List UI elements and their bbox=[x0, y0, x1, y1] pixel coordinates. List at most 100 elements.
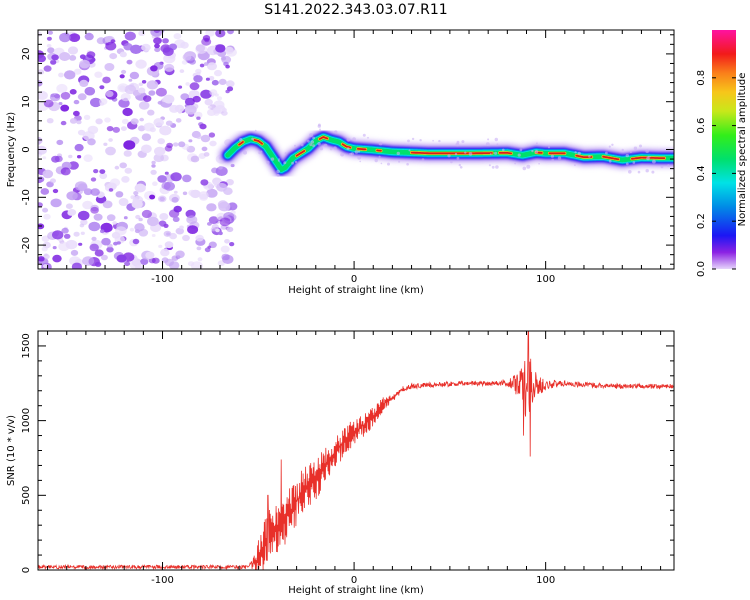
noise-blob bbox=[123, 216, 128, 220]
noise-blob bbox=[68, 154, 73, 159]
noise-blob bbox=[47, 47, 55, 54]
noise-blob bbox=[83, 114, 91, 120]
snr-ytick-label: 1000 bbox=[21, 408, 32, 433]
noise-blob bbox=[145, 251, 155, 259]
noise-blob bbox=[124, 84, 137, 95]
noise-blob bbox=[178, 85, 183, 89]
noise-blob bbox=[52, 230, 64, 240]
noise-blob bbox=[157, 100, 163, 105]
colorbar-tick-label: 0.2 bbox=[696, 213, 707, 229]
ridge-speckle bbox=[276, 169, 280, 174]
noise-blob bbox=[206, 188, 218, 198]
colorbar-ticks: 0.0 0.2 0.4 0.6 0.8 bbox=[696, 70, 736, 277]
noise-blob bbox=[130, 195, 136, 200]
noise-blob bbox=[141, 209, 152, 219]
noise-blob bbox=[198, 191, 209, 200]
noise-blob bbox=[74, 143, 84, 152]
noise-blob bbox=[82, 200, 93, 210]
ridge-speckle bbox=[522, 166, 527, 171]
noise-blob bbox=[38, 136, 43, 145]
noise-blob bbox=[190, 155, 200, 163]
ridge-speckle bbox=[319, 128, 321, 131]
ridge-speckle bbox=[374, 158, 378, 163]
noise-blob bbox=[46, 36, 52, 41]
noise-blob bbox=[141, 80, 147, 84]
noise-blob bbox=[211, 79, 219, 86]
snr-xtick-label: 0 bbox=[351, 575, 357, 586]
ridge-speckle bbox=[260, 150, 263, 153]
noise-blob bbox=[208, 76, 215, 81]
noise-blob bbox=[189, 82, 200, 91]
ridge-speckle bbox=[557, 156, 562, 160]
noise-blob bbox=[195, 234, 204, 242]
noise-blob bbox=[121, 118, 129, 125]
noise-blob bbox=[166, 142, 174, 149]
noise-blob bbox=[94, 71, 103, 78]
noise-blob bbox=[160, 248, 170, 257]
noise-blob bbox=[94, 249, 104, 257]
noise-blob bbox=[93, 169, 99, 174]
ridge-speckle bbox=[310, 140, 315, 144]
noise-blob bbox=[218, 231, 223, 236]
noise-blob bbox=[203, 62, 209, 66]
noise-blob bbox=[206, 203, 217, 212]
noise-blob bbox=[42, 169, 54, 179]
noise-blob bbox=[186, 215, 198, 225]
noise-blob bbox=[111, 231, 121, 239]
noise-blob bbox=[227, 202, 238, 211]
snr-frame bbox=[37, 330, 675, 571]
noise-blob bbox=[112, 126, 121, 133]
noise-blob bbox=[60, 167, 71, 176]
noise-blob bbox=[141, 43, 151, 52]
noise-blob bbox=[114, 165, 120, 170]
noise-blob bbox=[105, 146, 116, 156]
colorbar-gradient bbox=[712, 30, 736, 269]
noise-blob bbox=[148, 90, 156, 96]
noise-blob bbox=[154, 47, 161, 53]
noise-blob bbox=[150, 65, 158, 72]
spectral-ridge bbox=[216, 123, 674, 181]
ridge-speckle bbox=[489, 153, 492, 155]
ridge-speckle bbox=[367, 136, 369, 139]
ridge-speckle bbox=[547, 146, 551, 149]
noise-blob bbox=[136, 94, 143, 100]
noise-blob bbox=[188, 189, 197, 196]
ridge-speckle bbox=[333, 146, 337, 150]
ridge-speckle bbox=[312, 136, 315, 140]
ridge-core-0 bbox=[238, 141, 244, 146]
noise-blob bbox=[80, 231, 85, 235]
ridge-core-8 bbox=[498, 151, 513, 155]
noise-blob bbox=[180, 41, 189, 49]
snr-ytick-label: 1500 bbox=[21, 333, 32, 358]
ridge-core-3 bbox=[318, 136, 329, 140]
ridge-speckle bbox=[421, 158, 425, 161]
noise-blob bbox=[38, 54, 46, 63]
noise-blob bbox=[90, 177, 97, 182]
noise-blob bbox=[60, 104, 70, 112]
noise-blob bbox=[221, 110, 228, 116]
noise-blob bbox=[82, 256, 95, 266]
noise-blob bbox=[201, 146, 208, 152]
noise-blob bbox=[42, 207, 49, 213]
ridge-speckle bbox=[651, 170, 655, 174]
noise-blob bbox=[119, 51, 127, 58]
noise-blob bbox=[205, 30, 215, 37]
ridge-speckle bbox=[438, 139, 441, 143]
noise-blob bbox=[196, 116, 201, 120]
noise-blob bbox=[182, 191, 188, 196]
noise-blob bbox=[119, 74, 125, 79]
noise-blob bbox=[157, 175, 167, 183]
snr-xtick-label: -100 bbox=[151, 575, 174, 586]
noise-blob bbox=[138, 87, 146, 94]
noise-blob bbox=[76, 120, 82, 125]
noise-blob bbox=[162, 47, 174, 56]
noise-blob bbox=[83, 154, 93, 162]
snr-ylabel: SNR (10 * v/v) bbox=[6, 415, 17, 486]
noise-blob bbox=[58, 102, 63, 106]
noise-blob bbox=[138, 101, 150, 110]
ridge-speckle bbox=[411, 137, 415, 141]
noise-blob bbox=[68, 161, 79, 170]
